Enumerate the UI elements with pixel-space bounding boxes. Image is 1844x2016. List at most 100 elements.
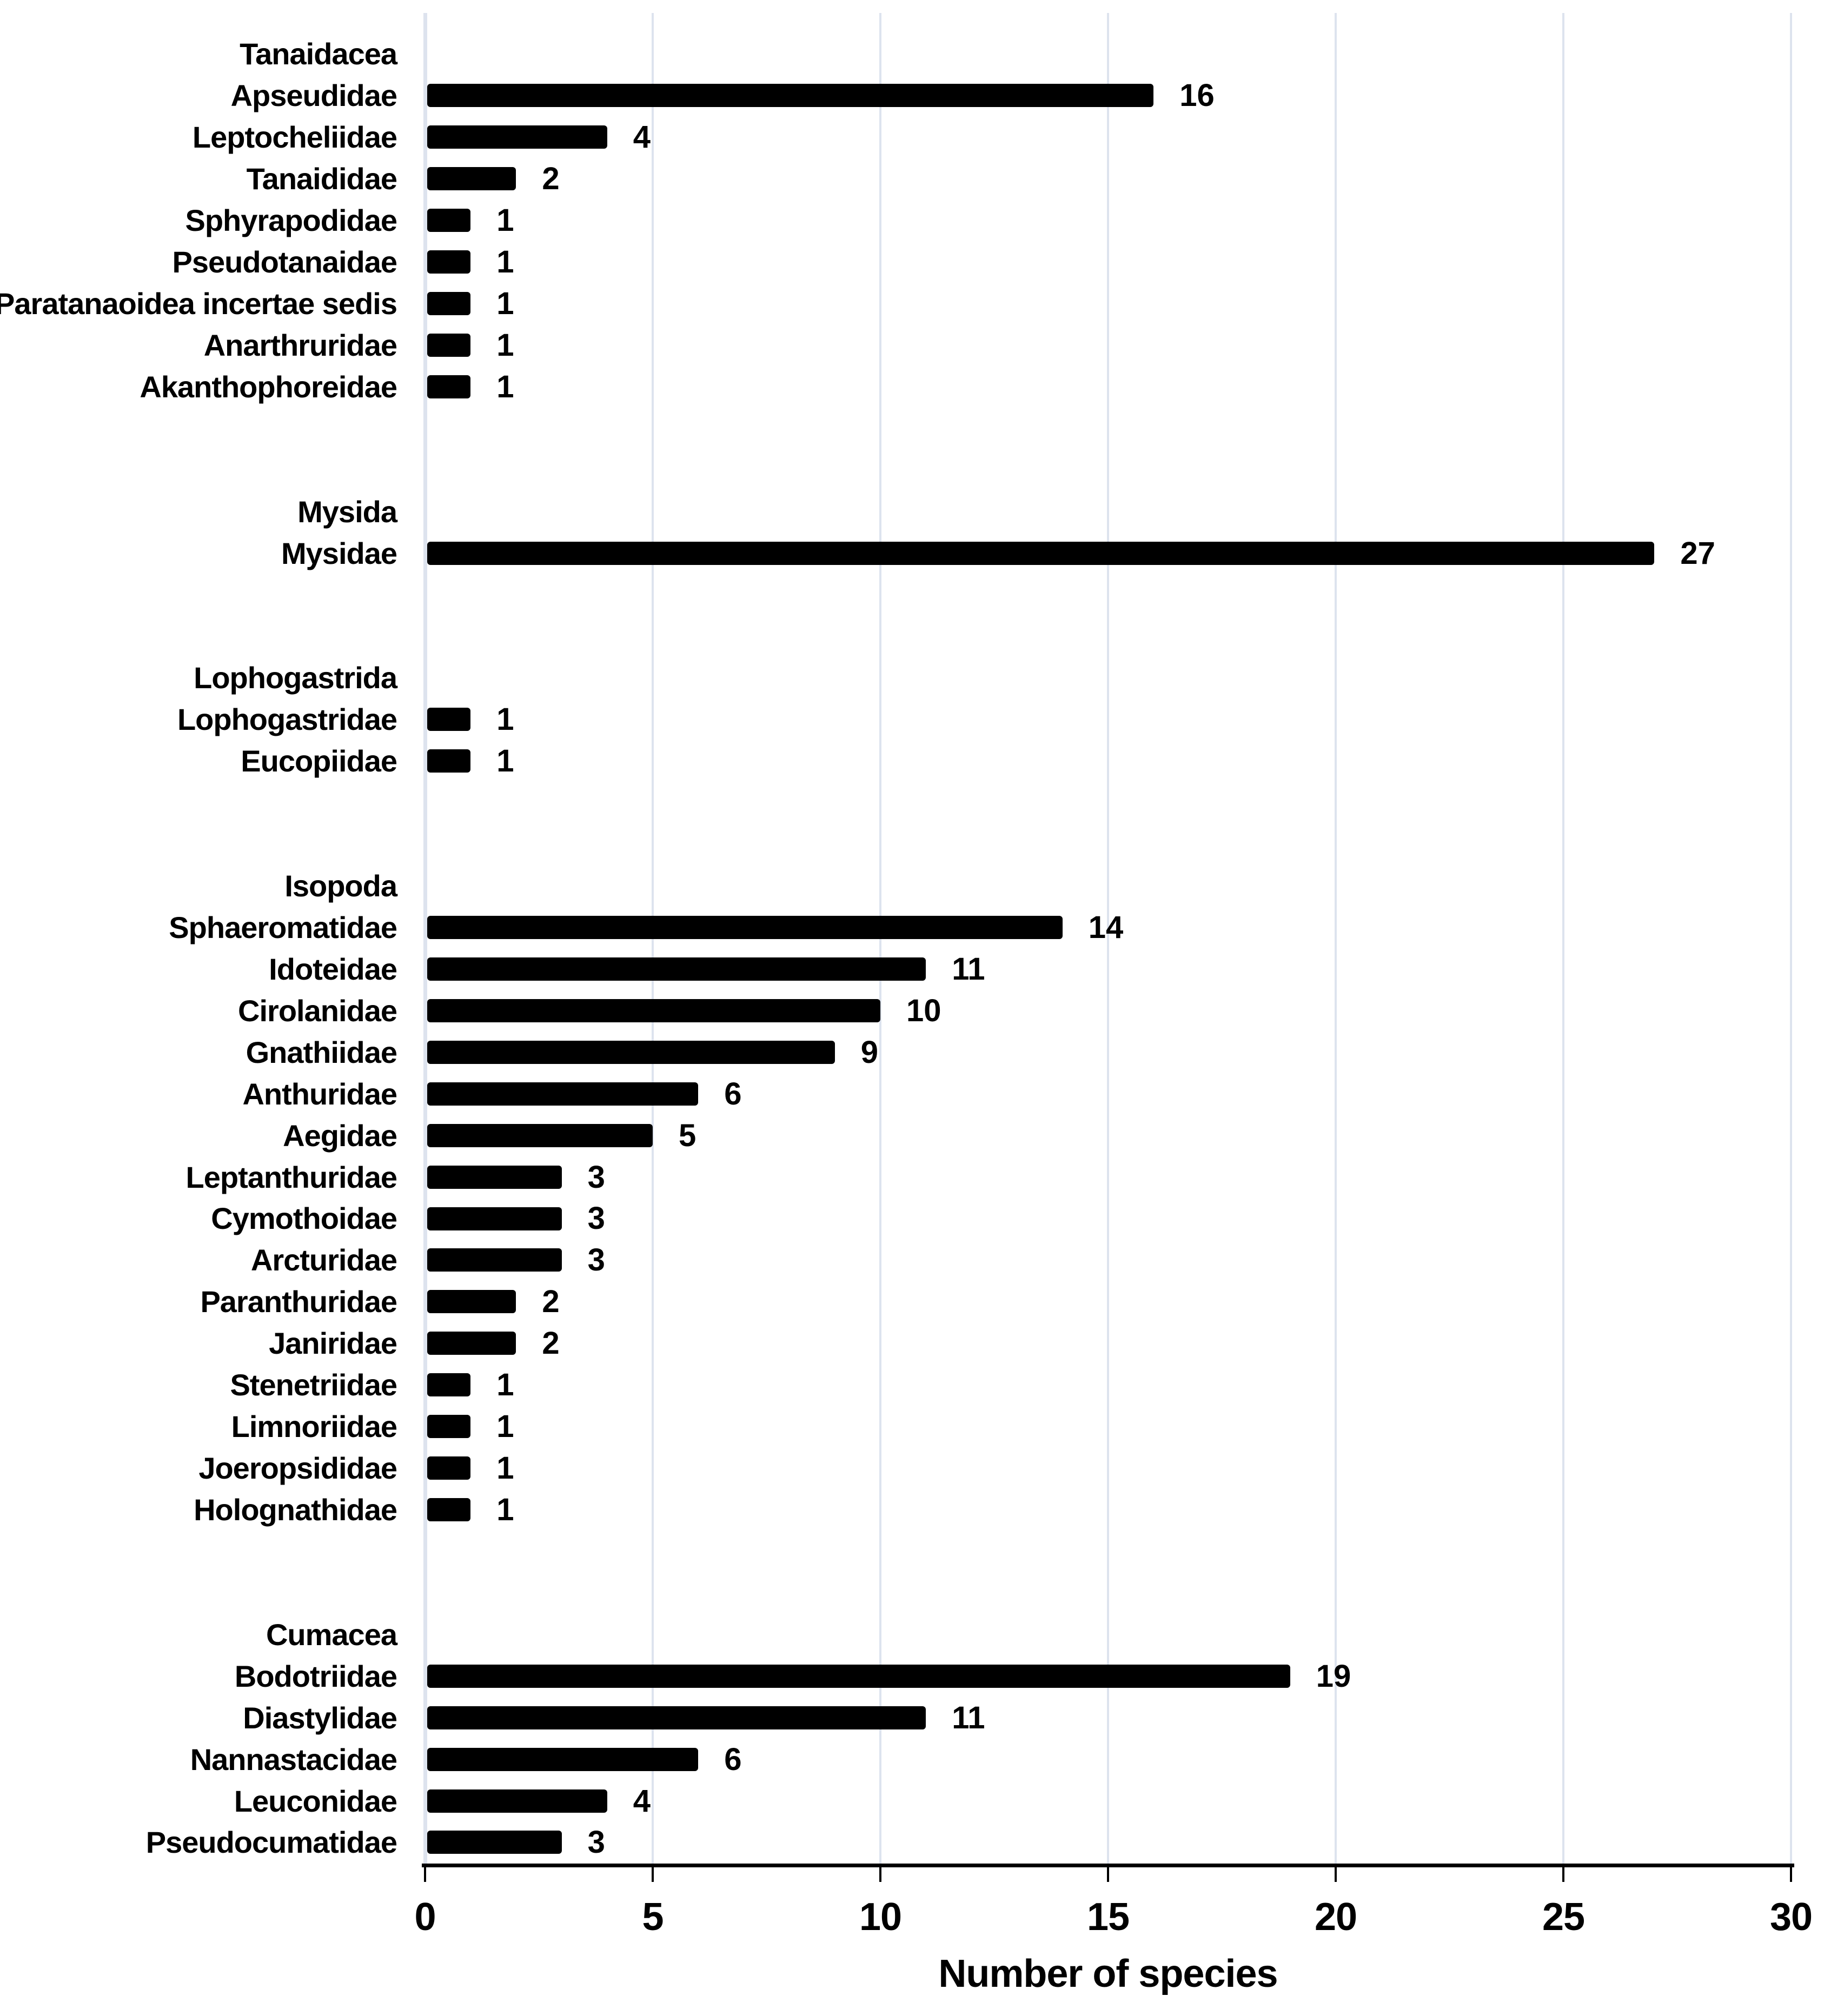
family-label: Nannastacidae [190,1742,397,1777]
family-label: Pseudotanaidae [172,245,397,280]
x-axis-tick-label-25: 25 [1542,1895,1585,1939]
value-label: 10 [906,993,941,1028]
x-axis-tick-label-0: 0 [414,1895,436,1939]
gridline-x-25 [1562,13,1564,1864]
x-axis-tick-label-20: 20 [1314,1895,1357,1939]
gridline-x-20 [1335,13,1337,1864]
value-label: 9 [860,1034,879,1070]
value-label: 1 [496,702,514,737]
value-label: 4 [633,119,651,155]
family-label: Diastylidae [243,1700,397,1735]
order-label: Cumacea [266,1617,397,1652]
x-axis-tick-10 [879,1867,881,1882]
family-label: Cymothoidae [211,1201,397,1236]
order-label: Mysida [297,494,397,529]
value-label: 2 [542,1284,560,1320]
value-label: 3 [587,1242,605,1278]
bar [427,1706,926,1729]
family-label: Leuconidae [234,1784,397,1818]
value-label: 14 [1088,909,1124,945]
x-axis-title: Number of species [938,1952,1278,1995]
bar [427,84,1154,108]
bar [427,1248,562,1272]
x-axis-tick-15 [1107,1867,1109,1882]
family-label: Paranthuridae [200,1285,397,1319]
bar [427,1456,471,1480]
family-label: Apseudidae [230,78,397,113]
bar [427,375,471,398]
value-label: 3 [587,1825,605,1860]
family-label: Bodotriidae [234,1659,397,1693]
bar [427,1747,699,1771]
family-label: Janiridae [269,1326,397,1361]
bar [427,209,471,232]
family-label: Anthuridae [242,1076,397,1111]
family-label: Paratanaoidea incertae sedis [0,287,397,321]
order-label: Tanaidacea [240,37,397,71]
value-label: 1 [496,1409,514,1445]
value-label: 1 [496,1492,514,1527]
bar [427,1789,607,1813]
family-label: Pseudocumatidae [145,1825,397,1860]
x-axis-tick-0 [424,1867,426,1882]
value-label: 6 [724,1741,742,1777]
bar [427,250,471,274]
bar [427,541,1655,565]
bar [427,167,516,191]
value-label: 1 [496,203,514,238]
x-axis-tick-label-5: 5 [642,1895,664,1939]
family-label: Arcturidae [250,1243,397,1278]
bar [427,333,471,357]
family-label: Limnoriidae [231,1409,397,1444]
gridline-x-30 [1790,13,1792,1864]
x-axis-line [422,1864,1794,1867]
bar [427,1498,471,1521]
family-label: Idoteidae [269,952,397,986]
value-label: 1 [496,743,514,779]
gridline-x-15 [1107,13,1109,1864]
value-label: 3 [587,1159,605,1195]
family-label: Joeropsididae [198,1451,397,1486]
value-label: 1 [496,327,514,363]
x-axis-tick-20 [1335,1867,1337,1882]
value-label: 11 [952,1700,985,1735]
order-label: Lophogastrida [194,661,397,695]
x-axis-tick-label-30: 30 [1769,1895,1813,1939]
value-label: 2 [542,1326,560,1361]
x-axis-tick-label-10: 10 [859,1895,902,1939]
family-label: Sphyrapodidae [185,203,397,238]
bar [427,1123,653,1147]
bar [427,1040,835,1064]
value-label: 1 [496,1451,514,1486]
value-label: 11 [952,951,985,987]
family-label: Lophogastridae [177,702,397,737]
family-label: Anarthruridae [203,328,397,362]
gridline-x-0 [423,13,427,1864]
bar [427,1165,562,1189]
bar [427,1290,516,1314]
family-label: Leptanthuridae [185,1160,397,1194]
bar [427,1664,1290,1688]
bar [427,125,607,149]
value-label: 1 [496,244,514,280]
order-label: Isopoda [284,869,397,903]
bar [427,1207,562,1230]
value-label: 3 [587,1201,605,1236]
value-label: 6 [724,1076,742,1112]
x-axis-tick-30 [1790,1867,1792,1882]
bar [427,708,471,731]
bar [427,749,471,773]
value-label: 1 [496,369,514,404]
value-label: 16 [1179,78,1215,114]
bar [427,1332,516,1355]
family-label: Cirolanidae [238,993,397,1028]
family-label: Holognathidae [194,1493,397,1527]
family-label: Sphaeromatidae [169,910,397,944]
family-label: Mysidae [281,536,397,570]
family-label: Leptocheliidae [192,120,397,155]
value-label: 5 [679,1117,697,1153]
value-label: 4 [633,1783,651,1819]
family-label: Stenetriidae [230,1368,397,1402]
family-label: Tanaididae [246,162,397,196]
